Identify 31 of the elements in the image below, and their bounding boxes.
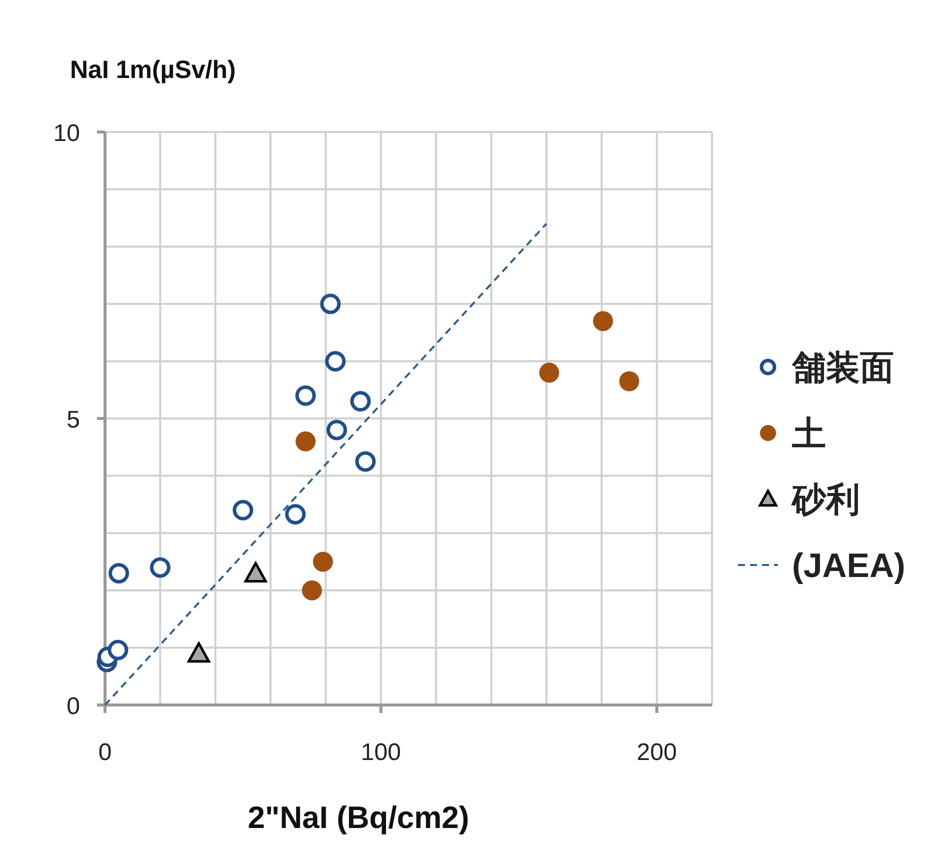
y-axis-title: NaI 1m(µSv/h): [70, 56, 236, 84]
point: [350, 391, 371, 412]
point: [244, 562, 267, 582]
point: [619, 371, 640, 392]
point: [355, 451, 376, 472]
point: [593, 311, 614, 332]
point: [108, 640, 128, 660]
x-axis-title: 2"NaI (Bq/cm2): [248, 800, 470, 835]
legend-label: 土: [791, 415, 826, 453]
x-tick-label: 0: [98, 739, 112, 766]
legend-label: 舗装面: [791, 349, 894, 387]
point: [232, 500, 254, 520]
point: [312, 552, 333, 572]
x-tick-label: 200: [636, 739, 677, 766]
point: [320, 294, 341, 314]
point: [326, 420, 348, 440]
point: [285, 504, 306, 524]
point: [296, 431, 316, 452]
y-tick-label: 5: [66, 406, 80, 434]
point: [325, 350, 346, 372]
y-tick-label: 10: [53, 120, 80, 147]
y-tick-label: 0: [66, 693, 80, 720]
x-tick-label: 100: [360, 739, 401, 766]
point: [295, 385, 316, 406]
point: [188, 642, 210, 663]
legend-label: (JAEA): [792, 547, 906, 585]
legend-label: 砂利: [790, 481, 860, 519]
point: [150, 557, 170, 578]
point: [302, 580, 322, 600]
point: [108, 562, 130, 584]
point: [539, 362, 560, 383]
